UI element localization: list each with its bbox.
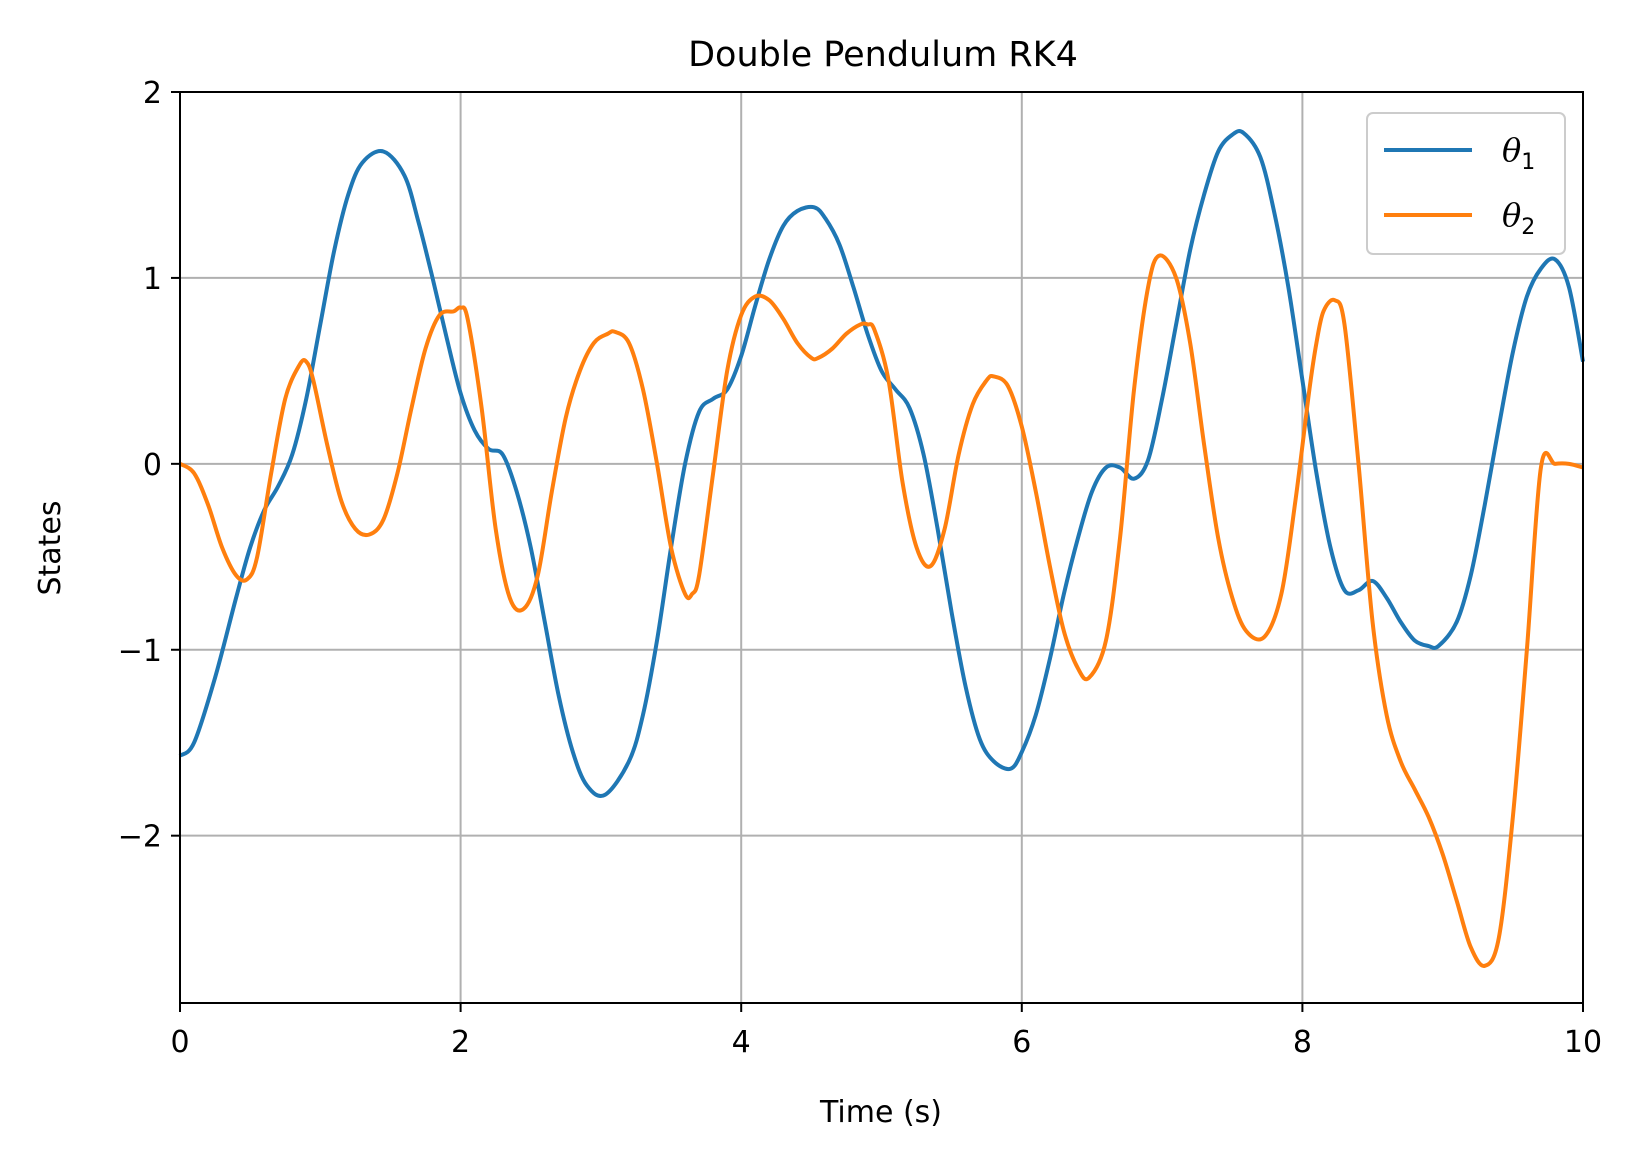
plot-area-frame (179, 91, 1584, 1004)
y-axis-ticks: 2 1 0 −1 −2 (118, 76, 180, 855)
y-axis-label: States (33, 500, 68, 595)
legend-label-theta1: θ1 (1502, 131, 1535, 175)
x-tick-label: 6 (1012, 1025, 1031, 1060)
x-tick-label: 10 (1564, 1025, 1602, 1060)
series-line-theta1 (178, 129, 1585, 799)
legend-label-theta2: θ2 (1502, 196, 1535, 240)
plot-lines (178, 129, 1585, 968)
series-line-theta2 (178, 253, 1584, 968)
y-tick-label: 1 (143, 262, 162, 297)
x-tick-label: 2 (451, 1025, 470, 1060)
x-tick-label: 4 (732, 1025, 751, 1060)
y-tick-label: −2 (118, 820, 162, 855)
chart-title: Double Pendulum RK4 (688, 35, 1078, 75)
legend-box (1366, 112, 1566, 255)
x-tick-label: 8 (1293, 1025, 1312, 1060)
x-axis-ticks: 0 2 4 6 8 10 (170, 1003, 1602, 1060)
x-axis-label: Time (s) (819, 1095, 942, 1130)
y-tick-label: 2 (143, 76, 162, 111)
x-tick-label: 0 (170, 1025, 189, 1060)
grid (179, 91, 1584, 1003)
y-tick-label: −1 (118, 634, 162, 669)
legend: θ1 θ2 (1366, 112, 1566, 255)
y-tick-label: 0 (143, 448, 162, 483)
